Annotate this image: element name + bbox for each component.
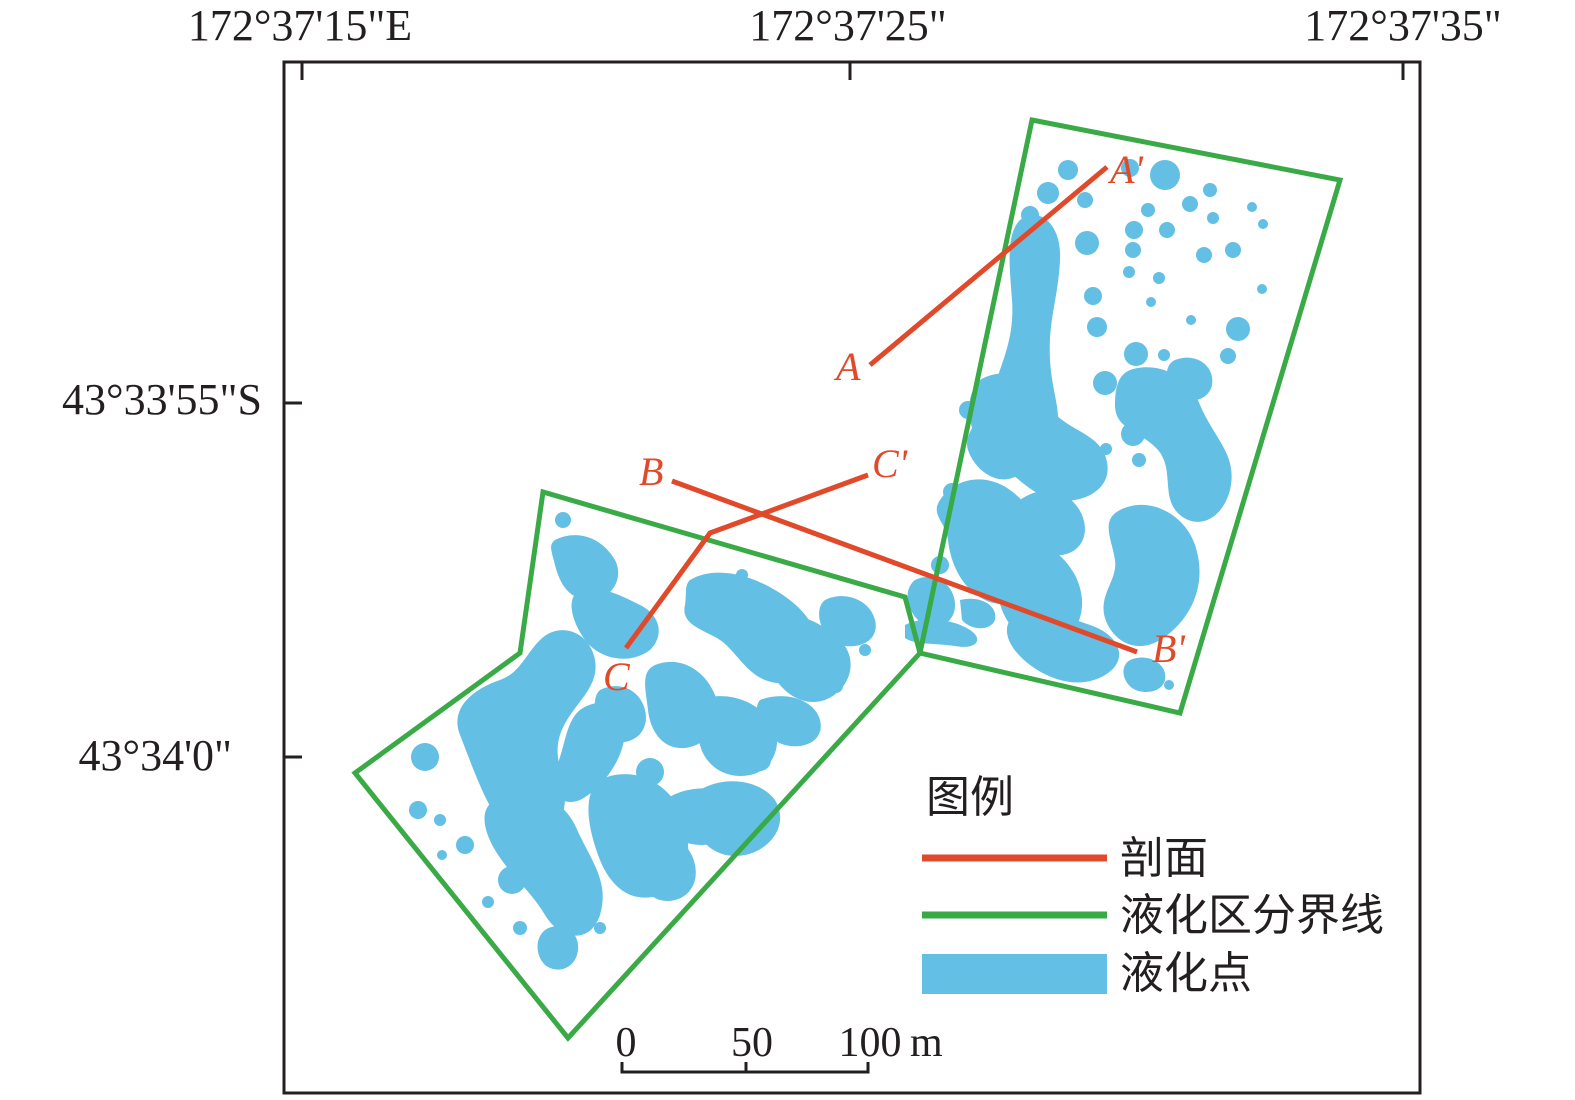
map-frame bbox=[282, 60, 1422, 1095]
liquefaction-zone-boundaries bbox=[351, 117, 1344, 1042]
scale-unit: m bbox=[910, 1020, 943, 1066]
lat-label-south: 43°34'0" bbox=[79, 731, 232, 780]
profile-label-c-prime: C' bbox=[872, 441, 909, 486]
profile-line-b bbox=[671, 478, 1138, 655]
graticule-ticks bbox=[284, 62, 1405, 759]
scale-label-0: 0 bbox=[616, 1020, 637, 1066]
profile-label-b: B bbox=[639, 449, 663, 494]
legend-label-profile: 剖面 bbox=[1120, 834, 1208, 883]
profile-label-a-prime: A' bbox=[1107, 147, 1144, 192]
zone-boundary-outline bbox=[351, 117, 1344, 1042]
scale-bar: 0 50 100 m bbox=[616, 1020, 943, 1074]
legend: 图例 剖面 液化区分界线 液化点 bbox=[922, 773, 1384, 998]
profile-label-b-prime: B' bbox=[1152, 626, 1186, 671]
lat-label-north: 43°33'55"S bbox=[62, 375, 262, 424]
lon-label-center: 172°37'25" bbox=[749, 1, 946, 50]
profile-line-a bbox=[868, 165, 1109, 367]
profile-lines bbox=[623, 165, 1138, 655]
profile-label-c: C bbox=[603, 654, 631, 699]
lon-label-east: 172°37'35" bbox=[1304, 1, 1501, 50]
legend-swatch-liquefaction bbox=[922, 954, 1107, 994]
legend-label-liquefaction: 液化点 bbox=[1120, 949, 1252, 998]
profile-line-c bbox=[623, 472, 869, 650]
liquefaction-points bbox=[409, 159, 1268, 970]
scale-label-50: 50 bbox=[731, 1020, 773, 1066]
lon-label-west: 172°37'15"E bbox=[188, 1, 412, 50]
legend-label-boundary: 液化区分界线 bbox=[1120, 891, 1384, 940]
profile-label-a: A bbox=[833, 344, 861, 389]
scale-label-100: 100 bbox=[839, 1020, 902, 1066]
legend-title: 图例 bbox=[926, 773, 1014, 822]
